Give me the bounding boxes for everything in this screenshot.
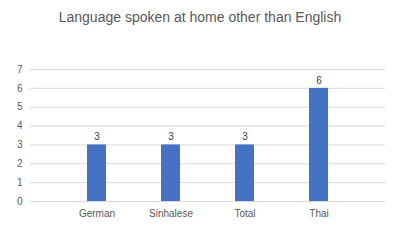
svg-text:5: 5: [17, 101, 23, 112]
svg-text:Sinhalese: Sinhalese: [149, 208, 193, 219]
html-text:Language spoken at home other: Language spoken at home other than Engli…: [58, 9, 342, 25]
svg-text:Thai: Thai: [309, 208, 328, 219]
svg-text:3: 3: [17, 139, 23, 150]
svg-text:3: 3: [168, 131, 174, 142]
svg-text:6: 6: [316, 75, 322, 86]
svg-text:3: 3: [242, 131, 248, 142]
svg-text:3: 3: [94, 131, 100, 142]
svg-text:2: 2: [17, 158, 23, 169]
svg-text:6: 6: [17, 83, 23, 94]
svg-text:German: German: [79, 208, 115, 219]
svg-text:7: 7: [17, 64, 23, 75]
svg-text:0: 0: [17, 196, 23, 207]
svg-text:4: 4: [17, 120, 23, 131]
svg-text:Total: Total: [234, 208, 255, 219]
svg-text:1: 1: [17, 177, 23, 188]
